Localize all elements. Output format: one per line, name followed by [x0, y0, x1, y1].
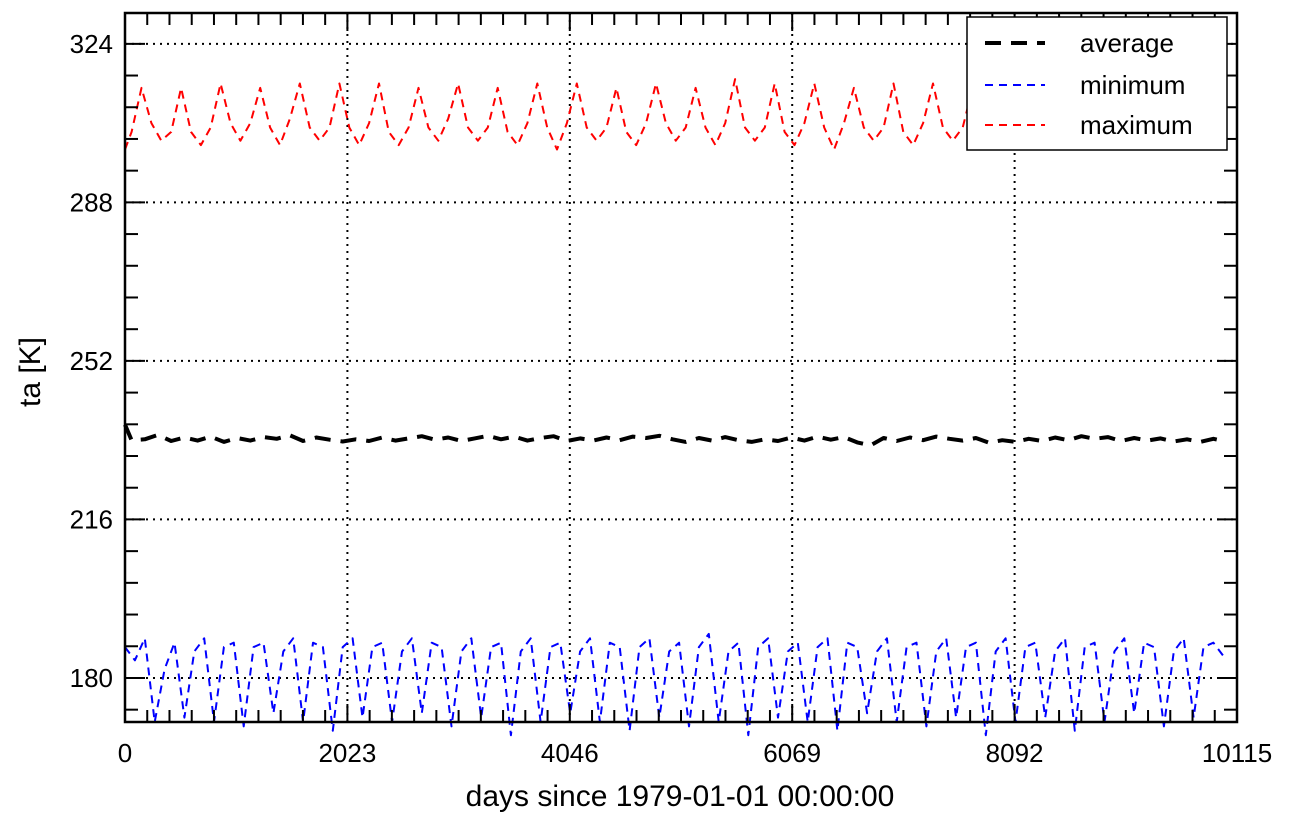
x-tick-label: 8092: [986, 738, 1044, 768]
y-tick-labels: 180 216 252 288 324: [70, 29, 113, 693]
x-axis-label: days since 1979-01-01 00:00:00: [466, 780, 895, 813]
legend: average minimum maximum: [966, 16, 1228, 151]
legend-box: [966, 16, 1228, 151]
series-lines: [123, 78, 1225, 737]
x-tick-label: 2023: [318, 738, 376, 768]
y-tick-label: 288: [70, 187, 113, 217]
y-tick-label: 252: [70, 346, 113, 376]
x-tick-label: 4046: [541, 738, 599, 768]
legend-label-maximum: maximum: [1080, 110, 1193, 140]
series-line-maximum: [124, 78, 1221, 151]
y-tick-label: 324: [70, 29, 113, 59]
x-tick-label: 10115: [1202, 738, 1272, 768]
plot-frame: [123, 11, 1239, 724]
y-tick-label: 180: [70, 663, 113, 693]
legend-label-minimum: minimum: [1080, 70, 1185, 100]
x-tick-labels: 0 2023 4046 6069 8092 10115: [118, 738, 1272, 768]
y-tick-label: 216: [70, 504, 113, 534]
series-line-minimum: [124, 632, 1225, 737]
y-axis-label: ta [K]: [14, 337, 47, 407]
legend-label-average: average: [1080, 28, 1174, 58]
series-line-average: [123, 423, 1224, 448]
x-tick-label: 6069: [763, 738, 821, 768]
x-tick-label: 0: [118, 738, 132, 768]
